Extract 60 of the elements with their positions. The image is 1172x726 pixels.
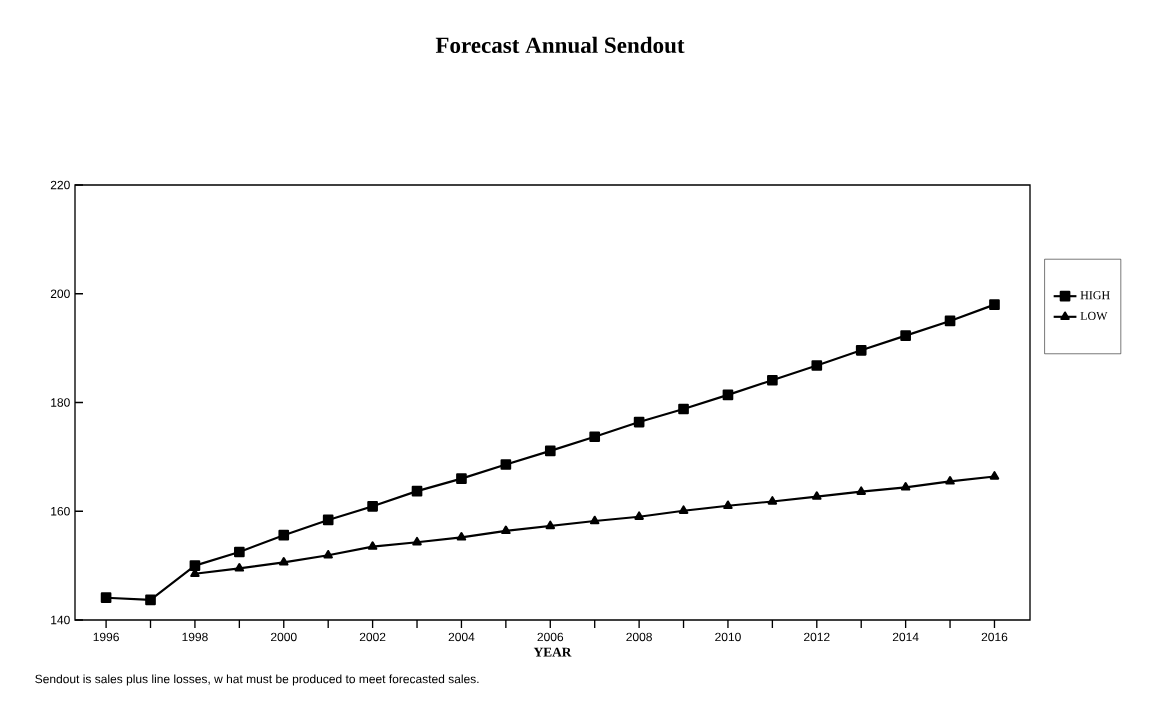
legend-label: HIGH <box>1080 291 1110 300</box>
point <box>367 541 378 550</box>
point <box>234 546 245 558</box>
point <box>589 431 601 443</box>
x-tick-label: 2016 <box>981 632 1008 642</box>
point <box>544 445 556 457</box>
text: Sendout is sales plus line losses, w hat must be produced to meet forecasted sales. <box>35 674 479 686</box>
point <box>589 515 600 525</box>
point <box>945 476 955 485</box>
point <box>900 481 911 491</box>
point <box>722 389 734 401</box>
point <box>501 525 511 535</box>
point <box>723 500 733 510</box>
point <box>900 330 911 341</box>
point <box>678 505 689 514</box>
x-axis-title: YEAR <box>533 647 572 657</box>
x-tick-label: 1996 <box>93 632 119 642</box>
point <box>100 592 112 604</box>
y-tick-label: 180 <box>51 398 70 407</box>
point <box>989 471 1000 480</box>
point <box>500 459 512 470</box>
point <box>411 485 423 497</box>
x-tick-label: 2004 <box>448 632 475 642</box>
point <box>811 360 823 371</box>
point <box>855 344 867 356</box>
x-tick-label: 2010 <box>715 632 741 642</box>
point <box>322 514 334 526</box>
x-tick-label: 2014 <box>892 632 919 642</box>
y-tick-label: 160 <box>51 507 70 516</box>
point <box>545 520 556 530</box>
point <box>323 549 333 559</box>
point <box>279 557 289 566</box>
x-tick-label: 2012 <box>804 632 830 642</box>
point <box>456 532 467 541</box>
chart-title: Forecast Annual Sendout <box>435 36 685 54</box>
point <box>145 594 156 606</box>
point <box>634 511 644 520</box>
point <box>812 491 822 500</box>
x-tick-label: 1998 <box>182 632 208 642</box>
point <box>989 299 1000 310</box>
point <box>278 529 290 541</box>
point <box>633 416 645 428</box>
point <box>234 563 245 572</box>
legend-label: LOW <box>1080 311 1108 320</box>
point <box>767 496 778 505</box>
x-tick-label: 2008 <box>626 632 652 642</box>
x-tick-label: 2006 <box>537 632 564 642</box>
x-tick-label: 2000 <box>271 632 297 642</box>
point <box>412 536 422 546</box>
point <box>856 486 866 495</box>
point <box>456 473 467 484</box>
y-tick-label: 140 <box>51 615 70 625</box>
point <box>767 374 778 386</box>
x-tick-label: 2002 <box>359 632 386 642</box>
point <box>189 560 201 571</box>
y-tick-label: 200 <box>50 289 70 299</box>
point <box>367 501 378 512</box>
point <box>944 315 956 327</box>
y-tick-label: 220 <box>50 180 70 190</box>
point <box>678 403 689 415</box>
